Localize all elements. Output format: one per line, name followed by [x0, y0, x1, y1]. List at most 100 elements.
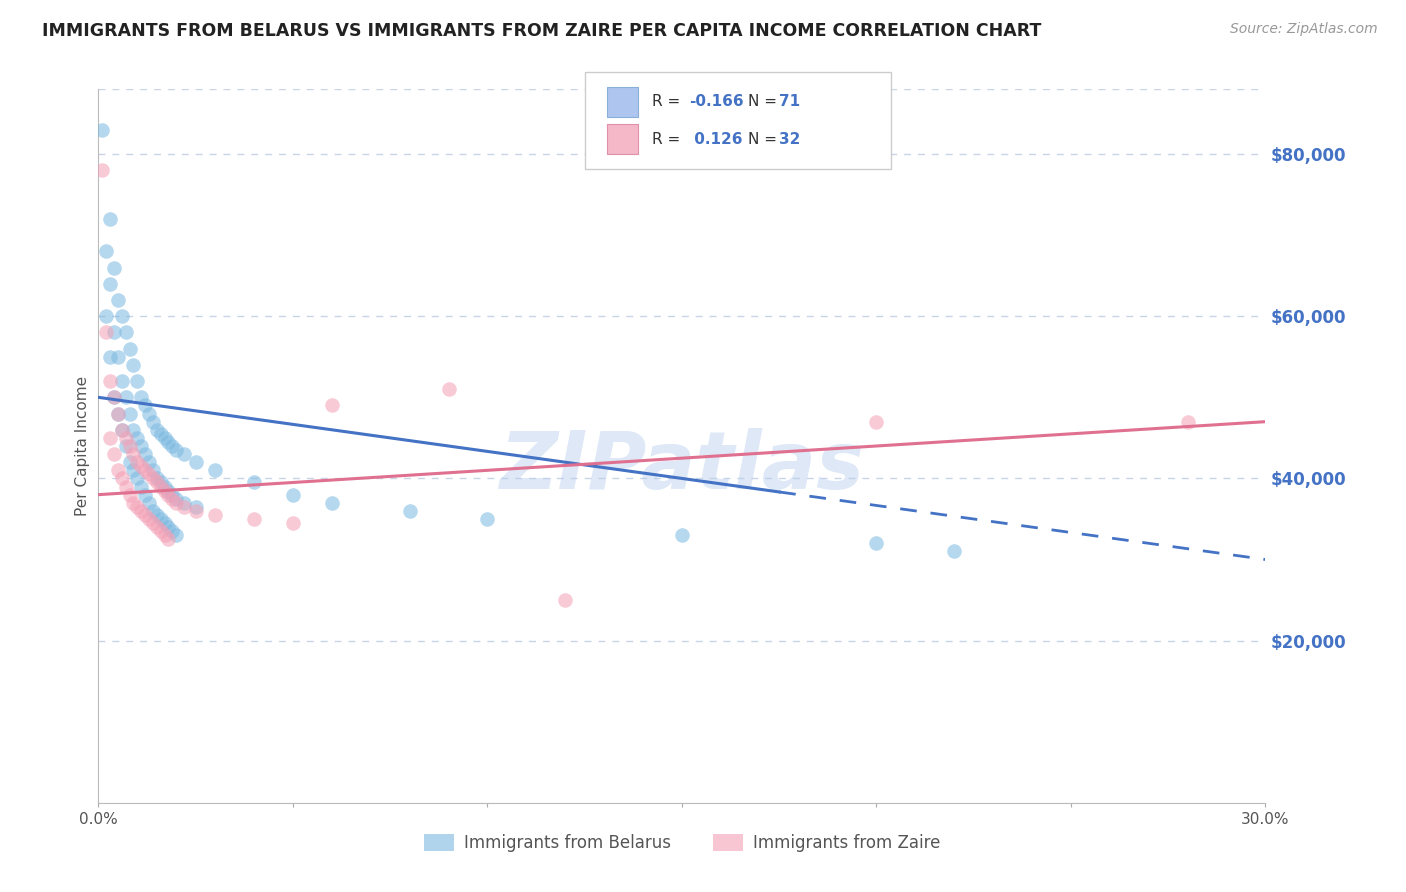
Text: N =: N =	[748, 95, 782, 109]
Point	[138, 496, 160, 510]
Point	[96, 326, 118, 340]
Point	[153, 479, 176, 493]
Point	[134, 399, 156, 413]
Legend: Immigrants from Belarus, Immigrants from Zaire: Immigrants from Belarus, Immigrants from…	[418, 827, 946, 859]
Point	[134, 463, 156, 477]
Point	[111, 374, 134, 388]
Point	[157, 434, 180, 449]
Point	[165, 491, 187, 506]
Point	[122, 496, 145, 510]
Point	[321, 496, 343, 510]
Point	[146, 520, 169, 534]
Point	[243, 475, 266, 490]
Text: 0.126: 0.126	[689, 132, 742, 146]
Point	[554, 593, 576, 607]
Point	[142, 504, 165, 518]
Text: N =: N =	[748, 132, 782, 146]
Point	[153, 431, 176, 445]
Point	[138, 455, 160, 469]
Point	[162, 439, 184, 453]
Point	[157, 533, 180, 547]
Point	[103, 390, 125, 404]
Point	[127, 455, 149, 469]
Point	[111, 471, 134, 485]
Point	[204, 463, 226, 477]
Point	[107, 407, 129, 421]
Point	[111, 310, 134, 324]
Point	[184, 500, 207, 514]
Y-axis label: Per Capita Income: Per Capita Income	[75, 376, 90, 516]
Point	[149, 475, 172, 490]
Point	[165, 443, 187, 458]
Text: 32: 32	[779, 132, 800, 146]
Point	[149, 524, 172, 538]
Point	[173, 447, 195, 461]
Point	[943, 544, 966, 558]
Point	[118, 342, 141, 356]
Point	[118, 455, 141, 469]
Point	[321, 399, 343, 413]
Point	[134, 508, 156, 522]
Point	[149, 479, 172, 493]
Point	[157, 483, 180, 498]
Point	[146, 475, 169, 490]
Point	[157, 520, 180, 534]
Point	[134, 447, 156, 461]
Point	[146, 471, 169, 485]
Text: 71: 71	[779, 95, 800, 109]
Point	[122, 358, 145, 372]
Point	[204, 508, 226, 522]
Point	[142, 516, 165, 530]
Point	[184, 504, 207, 518]
Point	[122, 447, 145, 461]
Point	[107, 463, 129, 477]
Point	[98, 374, 121, 388]
Point	[129, 390, 152, 404]
Text: Source: ZipAtlas.com: Source: ZipAtlas.com	[1230, 22, 1378, 37]
Point	[114, 479, 136, 493]
Point	[107, 293, 129, 307]
Point	[162, 491, 184, 506]
Point	[865, 536, 887, 550]
Point	[146, 508, 169, 522]
Point	[114, 326, 136, 340]
Point	[162, 524, 184, 538]
Point	[114, 431, 136, 445]
Point	[149, 512, 172, 526]
Point	[127, 471, 149, 485]
Point	[138, 467, 160, 482]
Point	[111, 423, 134, 437]
Point	[91, 122, 114, 136]
Point	[103, 260, 125, 275]
Point	[114, 439, 136, 453]
Point	[165, 528, 187, 542]
Point	[865, 415, 887, 429]
Point	[96, 244, 118, 259]
Point	[98, 350, 121, 364]
Point	[138, 512, 160, 526]
Text: -0.166: -0.166	[689, 95, 744, 109]
Point	[173, 496, 195, 510]
Point	[153, 528, 176, 542]
Point	[142, 471, 165, 485]
Point	[103, 390, 125, 404]
Point	[671, 528, 693, 542]
Point	[162, 488, 184, 502]
Point	[437, 382, 460, 396]
Point	[477, 512, 499, 526]
Point	[184, 455, 207, 469]
Point	[107, 407, 129, 421]
Point	[281, 516, 304, 530]
Point	[98, 431, 121, 445]
Point	[146, 423, 169, 437]
Point	[129, 479, 152, 493]
Point	[118, 488, 141, 502]
Point	[153, 483, 176, 498]
Point	[129, 459, 152, 474]
Point	[122, 423, 145, 437]
Point	[243, 512, 266, 526]
Point	[122, 463, 145, 477]
Point	[138, 407, 160, 421]
Text: ZIPatlas: ZIPatlas	[499, 428, 865, 507]
Point	[118, 439, 141, 453]
